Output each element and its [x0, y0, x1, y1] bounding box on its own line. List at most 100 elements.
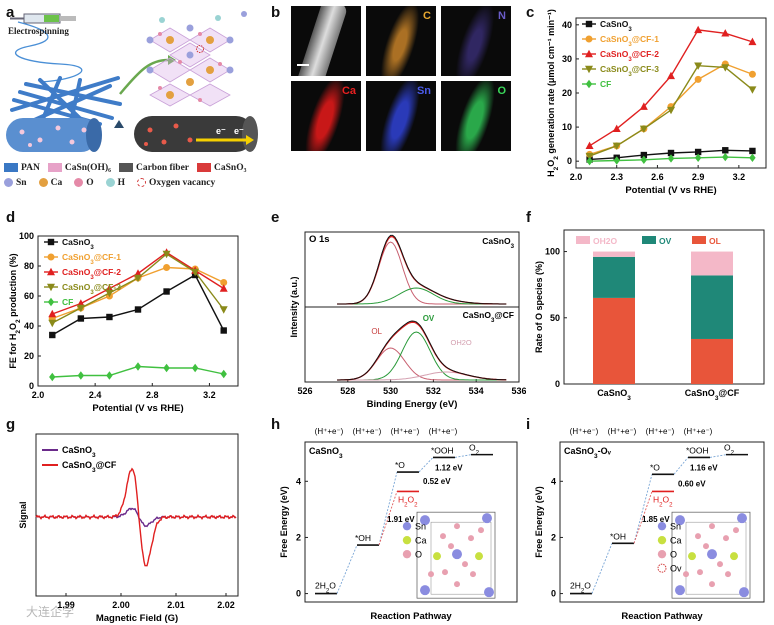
- h2o2-connector: [633, 491, 653, 544]
- atom-O: [470, 571, 476, 578]
- y-tick-label: 0: [29, 381, 34, 391]
- legend-marker: [47, 238, 55, 246]
- x-tick-label: 2.6: [651, 172, 664, 182]
- data-point: [163, 288, 170, 295]
- data-point: [134, 274, 142, 283]
- data-point: [667, 71, 675, 80]
- y-tick-label: 60: [24, 291, 34, 301]
- atom-O: [697, 569, 703, 576]
- series-line: [589, 29, 753, 147]
- y-axis-label: Rate of O species (%): [534, 261, 544, 353]
- x-tick-label: CaSnO3@CF: [685, 388, 740, 402]
- x-tick-label: 2.4: [89, 390, 102, 400]
- data-point: [667, 154, 675, 163]
- step-label: (H⁺+e⁻): [429, 427, 458, 436]
- bar-OH2O: [691, 251, 733, 276]
- panel-label-g: g: [6, 416, 16, 433]
- step-label: (H⁺+e⁻): [391, 427, 420, 436]
- state-label: *O: [650, 462, 660, 472]
- data-point: [612, 124, 621, 132]
- state-label: *OH: [610, 531, 626, 541]
- legend-label: CaSnO3@CF-2: [62, 267, 121, 281]
- h2o2-connector: [378, 491, 398, 546]
- crystal-inset: Sn Ca O Ov: [657, 511, 751, 599]
- atom-O: [703, 543, 709, 550]
- atom-Sn: [452, 549, 462, 560]
- data-point: [585, 152, 594, 161]
- arrow-icon: [114, 120, 124, 128]
- data-point: [721, 29, 730, 37]
- legend-marker: [585, 65, 593, 74]
- legend-label: CaSnO3@CF-1: [62, 252, 121, 266]
- bar-OL: [593, 297, 635, 384]
- atom-O: [695, 533, 701, 540]
- panel-label-h: h: [271, 416, 281, 433]
- atom-O: [442, 569, 448, 576]
- legend-atom-label: Ov: [670, 564, 682, 574]
- state-label: O2: [469, 443, 480, 457]
- data-point: [220, 369, 227, 379]
- y-axis-label: FE for H2O2 production (%): [8, 253, 22, 368]
- connector: [709, 454, 727, 458]
- epr-curve-casno3: [35, 507, 237, 528]
- scale-bar: [297, 64, 309, 66]
- panel-label-c: c: [526, 4, 535, 21]
- legend-swatch: [692, 236, 706, 244]
- cell-frame-back: [430, 521, 492, 595]
- chart-h-free-energy: 0 2 4 Free Energy (eV) Reaction Pathway (H⁺+e…: [279, 427, 518, 622]
- plot-frame: [37, 235, 239, 387]
- data-point: [640, 151, 648, 159]
- x-tick-label: CaSnO3: [597, 388, 631, 402]
- data-point: [639, 125, 648, 133]
- legend-marker: [585, 79, 593, 89]
- x-tick-label: 3.2: [203, 390, 216, 400]
- data-point: [134, 362, 142, 371]
- atom-O: [448, 543, 454, 550]
- bar-OV: [593, 256, 635, 298]
- diagram-title: CaSnO3-Oᵥ: [564, 446, 612, 460]
- h2o2-label: H2O2: [653, 494, 673, 508]
- data-point: [219, 306, 228, 314]
- legend-atom-label: Ca: [670, 536, 682, 546]
- eds-map-ca: Ca: [291, 81, 361, 151]
- legend-atom-label: O: [670, 550, 677, 560]
- plot-frame: [559, 441, 765, 603]
- legend-marker: [47, 267, 55, 276]
- legend-atom-Sn: [657, 521, 667, 531]
- y-axis-label: Intensity (a.u.): [289, 276, 299, 337]
- y-tick-label: 40: [24, 321, 34, 331]
- legend-atom-Ca: [402, 535, 412, 545]
- legend-atom-O: [402, 549, 412, 559]
- data-point: [77, 371, 85, 380]
- state-label: O2: [724, 443, 735, 457]
- panel-label-e: e: [271, 209, 280, 226]
- bar-OH2O: [593, 251, 635, 257]
- data-point: [667, 149, 675, 157]
- atom-O: [709, 581, 715, 588]
- legend-label: CaSnO3@CF: [62, 460, 117, 474]
- atom-Ca: [433, 552, 441, 561]
- legend-atom-O: [657, 549, 667, 559]
- connector: [418, 457, 434, 473]
- spectrum-label-top: CaSnO3: [482, 236, 514, 250]
- legend-label: CaSnO3: [62, 237, 94, 251]
- connector: [633, 474, 653, 544]
- data-point: [612, 142, 621, 151]
- x-tick-label: 2.9: [692, 172, 705, 182]
- spectrum-title: O 1s: [309, 234, 330, 245]
- legend-marker: [585, 20, 593, 28]
- atom-Sn: [482, 513, 492, 524]
- atom-O: [462, 561, 468, 568]
- legend-atom-label: O: [415, 550, 422, 560]
- ov-annotation: OV: [423, 314, 435, 323]
- legend-label: OV: [659, 236, 672, 246]
- legend-label: CaSnO3@CF-3: [62, 282, 121, 296]
- data-point: [667, 106, 675, 115]
- data-point: [721, 64, 730, 72]
- y-tick-label: 100: [19, 231, 34, 241]
- legend-marker: [47, 297, 55, 307]
- eds-map-o: O: [441, 81, 511, 151]
- legend-atom-label: Sn: [670, 522, 681, 532]
- legend-atom-Ca: [657, 535, 667, 545]
